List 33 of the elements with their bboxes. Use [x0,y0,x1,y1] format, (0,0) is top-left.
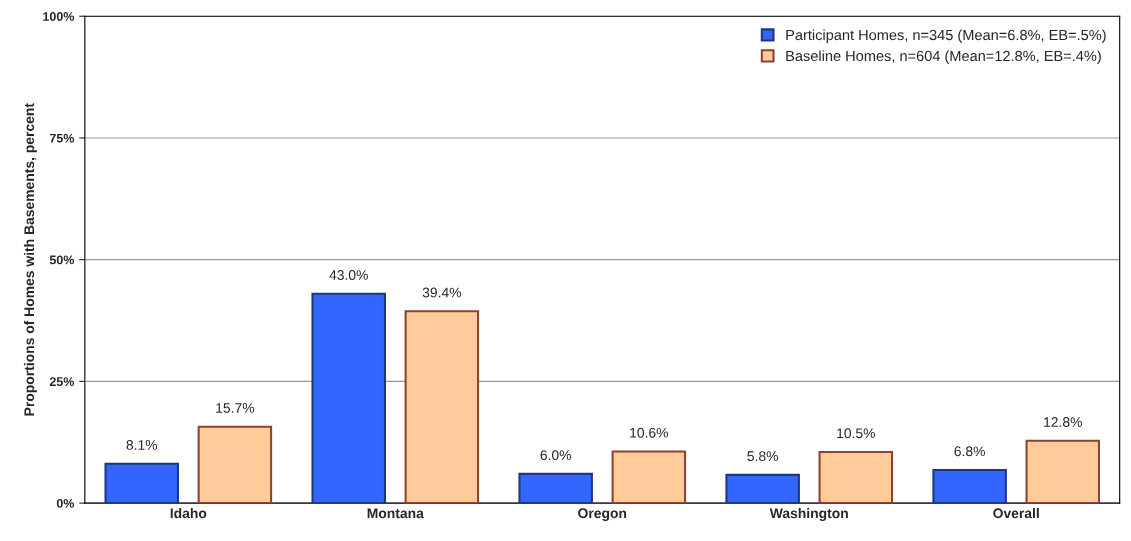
data-label: 39.4% [422,287,462,298]
bar [104,462,179,504]
y-axis-title: Proportions of Homes with Basements, percent [23,103,37,416]
bar [404,310,480,504]
x-tick-label: Washington [769,507,848,521]
x-tick-label: Overall [993,507,1039,519]
data-label: 10.5% [837,428,875,439]
bar [818,450,894,504]
bar [932,468,1007,504]
data-label: 15.7% [216,403,255,413]
y-tick-label: 0% [56,498,75,508]
bar [725,473,800,504]
bar [518,472,593,504]
y-tick-label: 25% [49,377,75,387]
y-tick-label: 75% [49,133,75,143]
data-label: 10.6% [630,427,669,438]
bar [611,450,687,504]
y-tick-label: 50% [49,255,75,265]
x-tick-label: Idaho [170,507,207,519]
y-tick-label: 100% [43,12,75,21]
data-label: 12.8% [1044,417,1082,427]
data-label: 5.8% [747,451,778,462]
bar [1025,439,1101,504]
legend-label: Baseline Homes, n=604 (Mean=12.8%, EB=.4%) [786,50,1101,64]
bar [197,425,273,504]
bar [311,292,386,504]
data-label: 8.1% [126,440,158,450]
legend-label: Participant Homes, n=345 (Mean=6.8%, EB=.5%) [786,29,1106,44]
x-tick-label: Montana [367,508,424,519]
data-label: 6.8% [954,446,985,457]
data-label: 43.0% [329,270,368,280]
x-tick-label: Oregon [578,508,627,521]
data-label: 6.0% [540,450,572,461]
